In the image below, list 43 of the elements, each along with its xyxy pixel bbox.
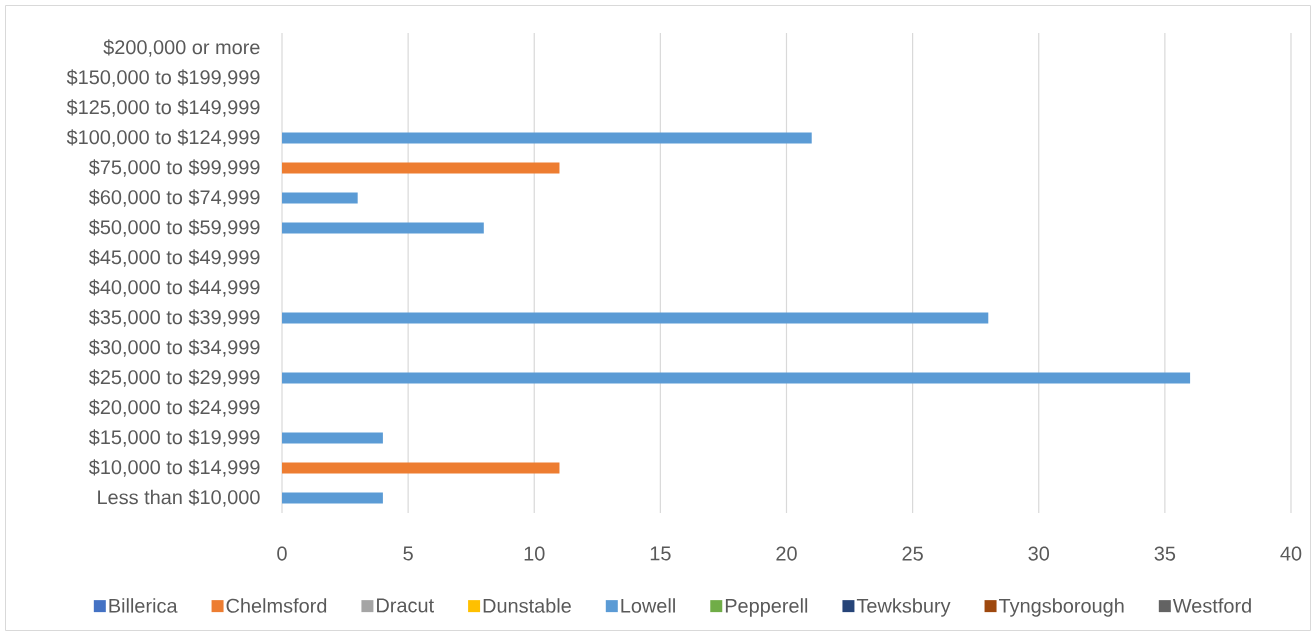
y-tick-label: $150,000 to $199,999 [66,69,260,87]
y-tick-label: $100,000 to $124,999 [66,129,260,147]
y-tick-label: Less than $10,000 [98,489,260,507]
y-tick-label: $75,000 to $99,999 [88,159,260,177]
x-tick-label: 20 [776,546,797,561]
y-tick-label: $25,000 to $29,999 [88,369,260,387]
x-tick-label: 10 [524,546,545,561]
y-tick-label: $20,000 to $24,999 [88,399,260,417]
y-tick-label: $125,000 to $149,999 [66,99,260,117]
legend-label: Tewksbury [856,598,951,617]
bar [282,222,484,234]
bar [282,462,560,474]
x-tick-label: 15 [650,546,671,561]
y-tick-label: $60,000 to $74,999 [88,189,260,207]
bar [282,432,383,444]
y-tick-label: $35,000 to $39,999 [88,309,260,327]
x-tick-label: 35 [1154,546,1176,561]
y-tick-label: $50,000 to $59,999 [88,219,260,237]
x-tick-label: 0 [277,546,287,561]
legend-label: Tyngsborough [998,598,1124,617]
y-tick-label: $30,000 to $34,999 [88,339,260,357]
x-tick-label: 30 [1028,546,1050,561]
legend-label: Chelmsford [226,598,327,613]
y-tick-label: $10,000 to $14,999 [88,459,260,477]
legend-label: Pepperell [725,598,808,617]
bar [282,192,358,204]
y-tick-label: $200,000 or more [103,39,260,57]
bar [282,132,812,144]
legend-label: Billerica [109,598,178,613]
bar [282,312,989,324]
x-tick-label: 25 [902,546,923,561]
legend-label: Lowell [621,598,675,613]
legend-label: Dracut [377,598,434,613]
bar [282,162,560,174]
x-tick-label: 40 [1280,546,1302,561]
x-tick-label: 5 [403,546,413,561]
bar [282,492,383,504]
y-tick-label: $15,000 to $19,999 [88,429,260,447]
y-tick-label: $40,000 to $44,999 [88,279,260,297]
legend-label: Westford [1172,598,1251,613]
y-tick-label: $45,000 to $49,999 [88,249,260,267]
legend-label: Dunstable [483,598,571,613]
bar [282,372,1191,384]
